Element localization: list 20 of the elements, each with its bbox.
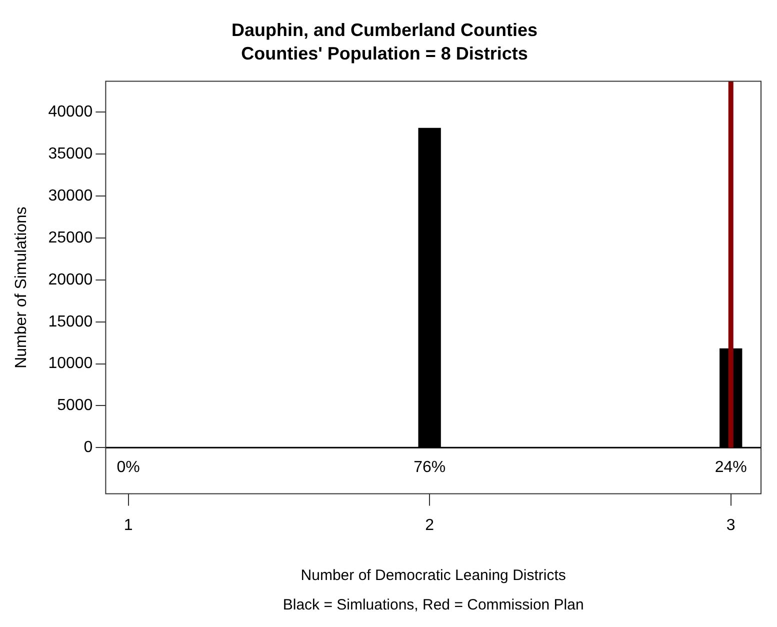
annotation: 0% xyxy=(116,459,140,476)
x-tick-label: 2 xyxy=(425,516,434,534)
y-tick-label: 25000 xyxy=(48,229,93,246)
text: Black = Simluations, Red = Commission Plan xyxy=(282,596,584,614)
annotation: 76% xyxy=(414,459,446,476)
y-tick-label: 10000 xyxy=(48,355,93,372)
y-tick-label: 5000 xyxy=(57,397,93,414)
x-tick-label: 3 xyxy=(726,516,736,534)
y-tick-label: 30000 xyxy=(48,187,93,204)
x-tick-label: 1 xyxy=(124,516,133,534)
y-tick-label: 35000 xyxy=(48,146,93,163)
y-tick-label: 15000 xyxy=(48,313,93,330)
y-axis-title: Number of Simulations xyxy=(13,206,30,368)
annotation: 24% xyxy=(714,459,747,476)
chart-title: Dauphin, and Cumberland Counties xyxy=(231,20,538,40)
y-tick-label: 40000 xyxy=(48,104,93,121)
y-tick-label: 0 xyxy=(84,439,93,456)
x-axis-title: Number of Democratic Leaning Districts xyxy=(300,567,566,584)
chart-subtitle: Counties' Population = 8 Districts xyxy=(241,43,528,64)
y-tick-label: 20000 xyxy=(48,271,93,288)
